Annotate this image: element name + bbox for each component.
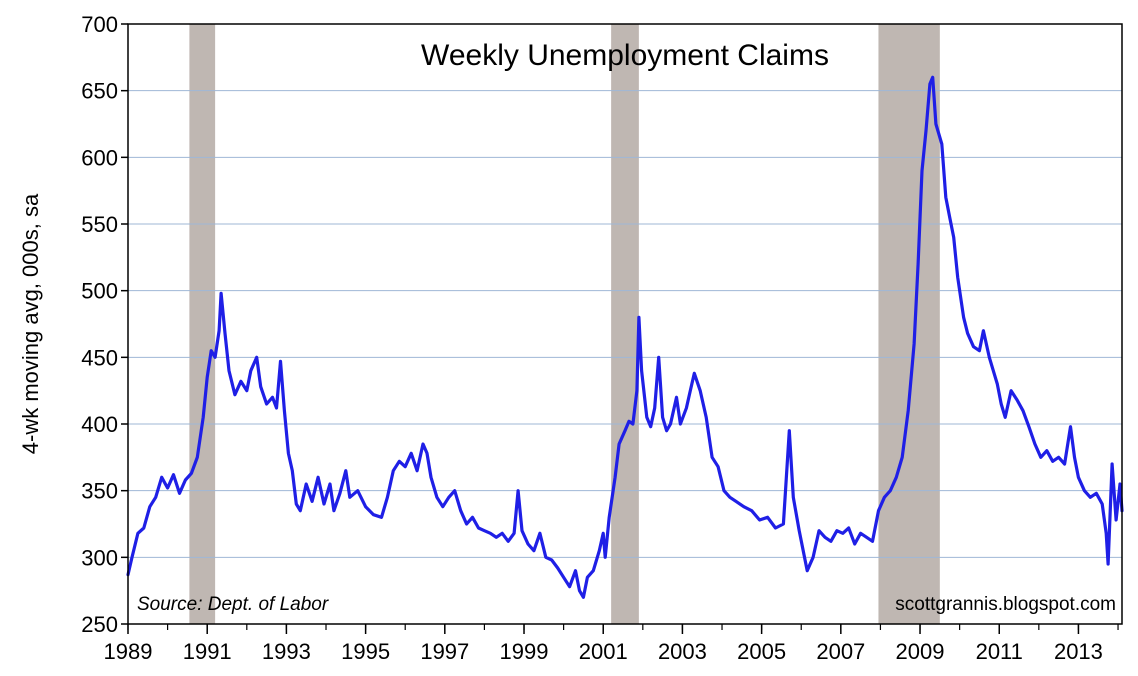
recession-band-1 [189, 24, 216, 624]
y-tick-label-400: 400 [81, 412, 118, 437]
y-tick-label-350: 350 [81, 479, 118, 504]
credit-note: scottgrannis.blogspot.com [895, 594, 1116, 615]
x-tick-label-1999: 1999 [500, 639, 549, 664]
x-tick-label-2001: 2001 [579, 639, 628, 664]
x-tick-label-1997: 1997 [420, 639, 469, 664]
x-tick-label-1993: 1993 [262, 639, 311, 664]
recession-band-2 [611, 24, 639, 624]
y-tick-label-300: 300 [81, 545, 118, 570]
recession-bands [189, 24, 940, 624]
x-tick-label-1989: 1989 [104, 639, 153, 664]
recession-band-3 [878, 24, 940, 624]
y-tick-label-250: 250 [81, 612, 118, 637]
y-tick-label-550: 550 [81, 212, 118, 237]
chart-title: Weekly Unemployment Claims [421, 39, 829, 72]
axes: 250 300 350 400 450 500 550 600 650 700 1989 1991 19… [81, 12, 1119, 664]
y-tick-label-600: 600 [81, 145, 118, 170]
y-axis-title: 4-wk moving avg, 000s, sa [18, 193, 43, 454]
x-tick-label-2011: 2011 [976, 639, 1023, 664]
source-note: Source: Dept. of Labor [137, 594, 329, 615]
plot-frame [127, 23, 1123, 625]
y-tick-label-650: 650 [81, 79, 118, 104]
x-tick-label-1991: 1991 [183, 639, 232, 664]
series-line-1 [126, 75, 1124, 599]
y-tick-label-450: 450 [81, 345, 118, 370]
x-tick-label-2005: 2005 [737, 639, 786, 664]
x-tick-label-2013: 2013 [1054, 639, 1103, 664]
y-tick-label-500: 500 [81, 279, 118, 304]
x-tick-label-2009: 2009 [896, 639, 945, 664]
x-tick-label-2007: 2007 [816, 639, 865, 664]
chart-text: Weekly Unemployment Claims 4-wk moving a… [18, 39, 1116, 615]
y-tick-label-700: 700 [81, 12, 118, 37]
x-tick-label-2003: 2003 [658, 639, 707, 664]
x-tick-label-1995: 1995 [341, 639, 390, 664]
series-layer [126, 75, 1124, 599]
